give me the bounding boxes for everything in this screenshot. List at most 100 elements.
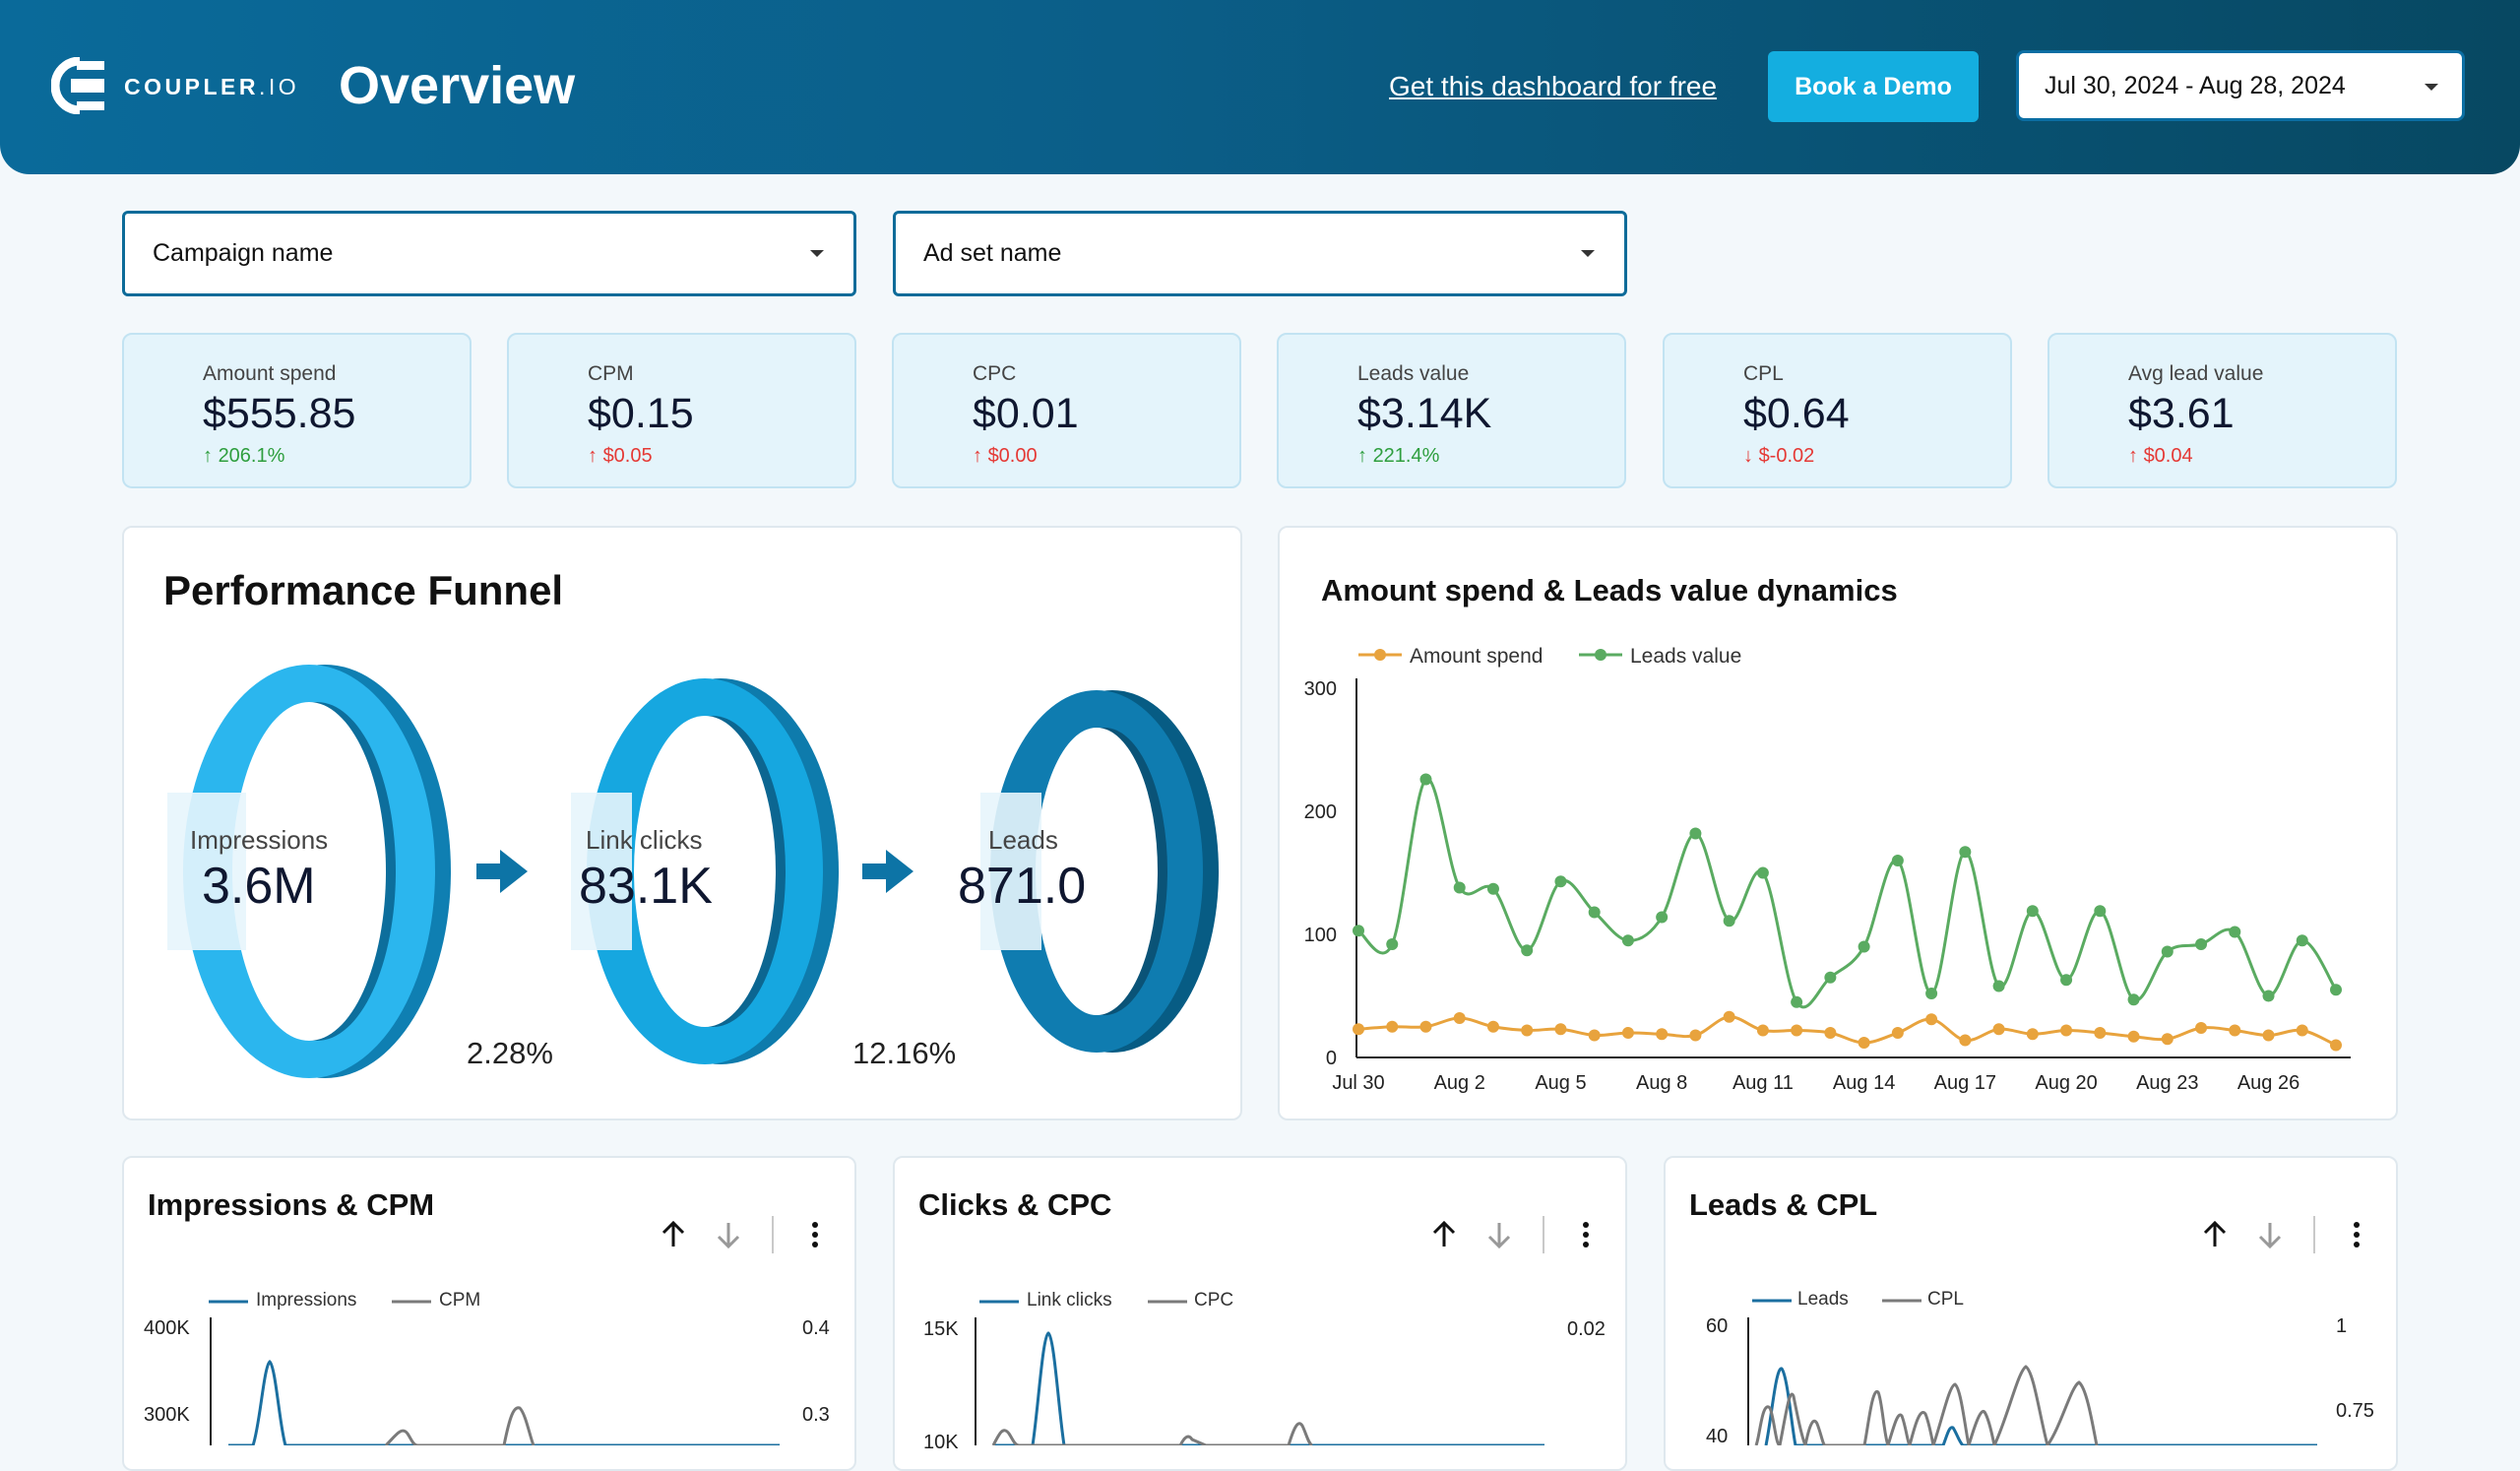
amount-leads-line-chart: 0 100 200 300 Jul 30 Aug 2 Aug 5 Aug 8 Aug 11 Aug…	[1304, 645, 2351, 1094]
data-point-amount-spend	[2094, 1027, 2107, 1039]
legend-marker-leads-value	[1595, 649, 1606, 661]
x-axis-tick: Aug 5	[1535, 1072, 1586, 1094]
x-axis-tick: Aug 8	[1636, 1072, 1687, 1094]
data-point-leads-value	[2229, 926, 2241, 938]
sort-ascending-icon[interactable]	[1426, 1217, 1462, 1252]
divider	[1543, 1216, 1544, 1253]
x-axis-tick: Aug 26	[2237, 1072, 2300, 1094]
amount-leads-chart-card: Amount spend & Leads value dynamics	[1278, 526, 2398, 1120]
legend-marker-amount-spend	[1374, 649, 1386, 661]
conversion-rate: 12.16%	[852, 1036, 957, 1070]
legend-label: CPL	[1927, 1289, 1964, 1310]
sort-descending-icon[interactable]	[711, 1217, 746, 1252]
kpi-delta-value: $0.04	[2143, 445, 2193, 467]
x-axis-tick: Aug 14	[1833, 1072, 1895, 1094]
data-point-leads-value	[1486, 882, 1499, 895]
data-point-leads-value	[1621, 934, 1634, 947]
data-point-amount-spend	[2296, 1024, 2308, 1037]
y-axis-tick: 100	[1304, 925, 1337, 946]
kpi-label: Amount spend	[203, 362, 337, 385]
kpi-delta-value: $-0.02	[1758, 445, 1815, 467]
impressions-cpm-line-chart	[210, 1317, 780, 1445]
kpi-label: Avg lead value	[2128, 362, 2264, 385]
kpi-delta: ↑ 206.1%	[203, 445, 284, 468]
conversion-rate: 2.28%	[467, 1036, 553, 1070]
data-point-leads-value	[1386, 938, 1399, 950]
kpi-value: $0.64	[1743, 390, 1850, 437]
data-point-amount-spend	[1453, 1012, 1466, 1024]
kpi-value: $0.01	[973, 390, 1079, 437]
data-point-amount-spend	[2127, 1030, 2140, 1043]
data-point-leads-value	[1992, 980, 2005, 992]
kpi-value: $3.14K	[1357, 390, 1492, 437]
data-point-amount-spend	[1656, 1028, 1669, 1041]
data-point-leads-value	[1723, 915, 1735, 927]
data-point-amount-spend	[1353, 1023, 1364, 1036]
data-point-leads-value	[2161, 945, 2174, 958]
kpi-value: $555.85	[203, 390, 356, 437]
y-axis-tick-right: 0.3	[802, 1404, 830, 1426]
more-options-icon[interactable]	[797, 1217, 833, 1252]
funnel-ring-leads	[980, 690, 1219, 1053]
data-point-leads-value	[1419, 773, 1432, 786]
legend-line-impressions	[209, 1300, 248, 1304]
leads-cpl-line-chart	[1747, 1317, 2317, 1445]
brand-suffix: .IO	[258, 74, 300, 99]
header-bar: COUPLER.IO Overview Get this dashboard f…	[0, 0, 2520, 174]
kpi-label: Leads value	[1357, 362, 1470, 385]
y-axis-tick: 0	[1326, 1048, 1337, 1069]
more-options-icon[interactable]	[1568, 1217, 1604, 1252]
data-point-amount-spend	[2330, 1039, 2342, 1052]
funnel-stage-label: Impressions	[190, 825, 329, 855]
more-options-icon[interactable]	[2339, 1217, 2374, 1252]
arrow-down-icon: ↓	[1743, 445, 1753, 467]
sort-ascending-icon[interactable]	[656, 1217, 691, 1252]
kpi-label: CPL	[1743, 362, 1784, 385]
get-dashboard-link[interactable]: Get this dashboard for free	[1389, 71, 1718, 101]
data-point-leads-value	[1521, 944, 1534, 957]
brand-text: COUPLER	[124, 74, 259, 99]
data-point-amount-spend	[1824, 1027, 1837, 1039]
chart-title: Impressions & CPM	[148, 1187, 435, 1222]
series-line-cpc	[991, 1422, 1313, 1445]
kpi-card-cpl: CPL $0.64 ↓ $-0.02	[1663, 333, 2012, 488]
clicks-cpc-line-chart	[975, 1317, 1544, 1445]
coupler-logo-icon	[51, 57, 104, 114]
series-line-leads-value	[1357, 777, 2338, 1009]
legend-line-leads	[1752, 1299, 1792, 1303]
campaign-name-filter[interactable]: Campaign name	[122, 211, 856, 296]
data-point-leads-value	[2094, 905, 2107, 918]
arrow-up-icon: ↑	[588, 445, 598, 467]
data-point-leads-value	[1689, 827, 1702, 840]
sort-ascending-icon[interactable]	[2197, 1217, 2233, 1252]
x-axis-tick: Aug 23	[2136, 1072, 2198, 1094]
x-axis-tick: Jul 30	[1332, 1072, 1384, 1094]
funnel-ring-link-clicks	[571, 678, 839, 1064]
chart-title: Clicks & CPC	[918, 1187, 1112, 1222]
data-point-leads-value	[1656, 911, 1669, 924]
date-range-picker[interactable]: Jul 30, 2024 - Aug 28, 2024	[2016, 50, 2465, 121]
book-demo-button[interactable]: Book a Demo	[1768, 51, 1979, 122]
data-point-leads-value	[1353, 925, 1364, 937]
data-point-amount-spend	[1486, 1020, 1499, 1033]
data-point-amount-spend	[1419, 1020, 1432, 1033]
funnel-rings	[167, 665, 1219, 1078]
kpi-card-cpm: CPM $0.15 ↑ $0.05	[507, 333, 856, 488]
x-axis-tick: Aug 11	[1732, 1072, 1794, 1094]
chevron-down-icon	[810, 250, 824, 257]
legend-line-link-clicks	[979, 1300, 1019, 1304]
data-point-leads-value	[1959, 846, 1972, 859]
sort-descending-icon[interactable]	[2252, 1217, 2288, 1252]
y-axis-tick-right: 1	[2336, 1315, 2348, 1337]
y-axis-tick: 40	[1706, 1426, 1729, 1447]
chart-title: Leads & CPL	[1689, 1187, 1878, 1222]
legend-label: Leads	[1797, 1289, 1849, 1310]
sort-descending-icon[interactable]	[1481, 1217, 1517, 1252]
series-line-cpl	[1754, 1365, 2099, 1445]
arrow-up-icon: ↑	[203, 445, 213, 467]
data-point-amount-spend	[1756, 1024, 1769, 1037]
arrow-up-icon: ↑	[2128, 445, 2138, 467]
adset-name-filter[interactable]: Ad set name	[893, 211, 1627, 296]
data-point-amount-spend	[1689, 1029, 1702, 1042]
x-axis-tick: Aug 2	[1434, 1072, 1485, 1094]
